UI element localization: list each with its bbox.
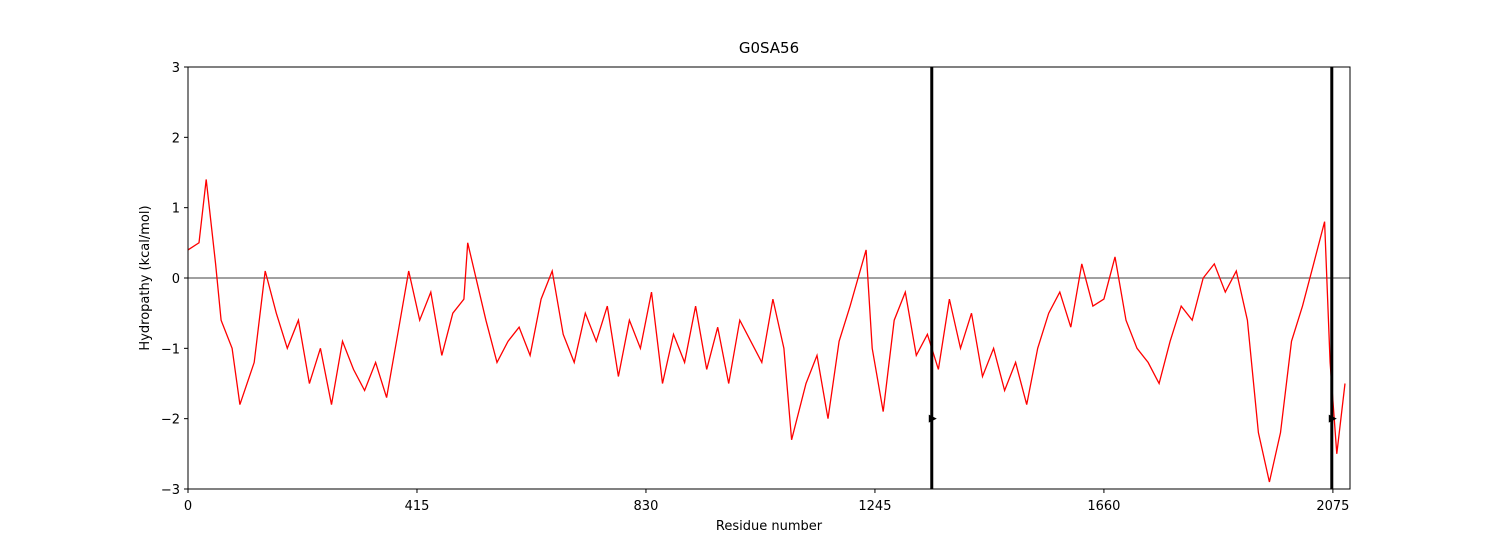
marker-arrow [1328,414,1337,423]
x-tick-label: 1245 [858,499,891,514]
y-axis-label: Hydropathy (kcal/mol) [138,205,153,350]
x-tick-label: 830 [634,499,659,514]
plot-frame [187,66,1351,490]
y-tick-label: 3 [172,61,180,76]
hydropathy-line [188,179,1346,483]
x-tick-label: 1660 [1087,499,1120,514]
y-tick-label: 2 [172,131,180,146]
chart-title: G0SA56 [739,39,799,57]
x-tick-label: 2075 [1316,499,1349,514]
y-tick-label: −3 [161,483,180,498]
y-tick-label: −1 [161,342,180,357]
marker-arrow [928,414,937,423]
y-tick-label: 1 [172,202,180,217]
y-tick-label: −2 [161,413,180,428]
y-tick-label: 0 [172,272,180,287]
x-tick-label: 415 [405,499,430,514]
x-tick-label: 0 [184,499,192,514]
x-axis-label: Residue number [716,519,823,534]
